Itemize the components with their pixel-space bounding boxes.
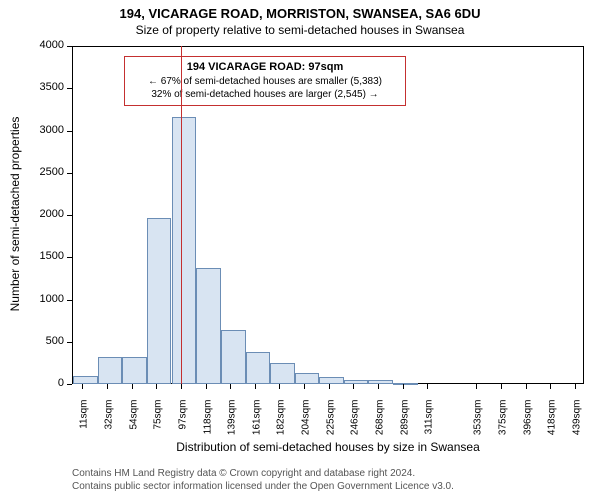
- histogram-bar: [295, 373, 320, 384]
- y-tick-label: 500: [0, 335, 64, 347]
- x-tick: [255, 384, 256, 389]
- y-tick-label: 2500: [0, 166, 64, 178]
- annotation-box: 194 VICARAGE ROAD: 97sqm ← 67% of semi-d…: [124, 56, 406, 106]
- x-tick: [427, 384, 428, 389]
- annotation-line3: 32% of semi-detached houses are larger (…: [131, 88, 399, 102]
- attribution-line2: Contains public sector information licen…: [72, 481, 454, 492]
- histogram-bar: [246, 352, 271, 384]
- attribution-line1: Contains HM Land Registry data © Crown c…: [72, 468, 415, 479]
- y-tick: [67, 173, 72, 174]
- histogram-bar: [344, 380, 369, 384]
- y-tick: [67, 46, 72, 47]
- x-tick-label: 246sqm: [350, 400, 361, 450]
- y-tick-label: 1500: [0, 250, 64, 262]
- y-tick: [67, 131, 72, 132]
- chart-title-sub: Size of property relative to semi-detach…: [0, 21, 600, 37]
- x-tick: [156, 384, 157, 389]
- y-tick: [67, 300, 72, 301]
- x-tick-label: 182sqm: [276, 400, 287, 450]
- x-tick-label: 32sqm: [103, 400, 114, 450]
- annotation-line2: ← 67% of semi-detached houses are smalle…: [131, 75, 399, 89]
- x-tick-label: 97sqm: [178, 400, 189, 450]
- marker-line: [181, 46, 182, 384]
- histogram-bar: [393, 383, 418, 385]
- x-tick-label: 118sqm: [202, 400, 213, 450]
- x-tick-label: 289sqm: [399, 400, 410, 450]
- x-tick: [329, 384, 330, 389]
- x-tick: [279, 384, 280, 389]
- y-tick: [67, 384, 72, 385]
- x-tick-label: 139sqm: [226, 400, 237, 450]
- x-tick-label: 161sqm: [251, 400, 262, 450]
- x-tick: [575, 384, 576, 389]
- y-tick-label: 3000: [0, 124, 64, 136]
- x-tick: [353, 384, 354, 389]
- x-tick: [107, 384, 108, 389]
- histogram-bar: [122, 357, 147, 384]
- x-tick: [132, 384, 133, 389]
- histogram-bar: [147, 218, 172, 384]
- x-tick: [476, 384, 477, 389]
- y-tick: [67, 215, 72, 216]
- histogram-bar: [319, 377, 344, 384]
- y-tick-label: 3500: [0, 81, 64, 93]
- y-tick: [67, 257, 72, 258]
- x-tick: [501, 384, 502, 389]
- x-tick: [82, 384, 83, 389]
- y-tick-label: 4000: [0, 39, 64, 51]
- y-tick: [67, 88, 72, 89]
- y-tick-label: 0: [0, 377, 64, 389]
- x-tick-label: 11sqm: [79, 400, 90, 450]
- x-tick-label: 225sqm: [326, 400, 337, 450]
- x-tick-label: 396sqm: [522, 400, 533, 450]
- x-tick-label: 75sqm: [152, 400, 163, 450]
- chart-title-main: 194, VICARAGE ROAD, MORRISTON, SWANSEA, …: [0, 0, 600, 21]
- histogram-bar: [196, 268, 221, 384]
- histogram-bar: [172, 117, 197, 384]
- x-tick: [304, 384, 305, 389]
- annotation-line1: 194 VICARAGE ROAD: 97sqm: [131, 60, 399, 75]
- x-tick-label: 375sqm: [497, 400, 508, 450]
- x-tick: [181, 384, 182, 389]
- x-tick-label: 439sqm: [571, 400, 582, 450]
- y-tick-label: 1000: [0, 293, 64, 305]
- x-tick: [403, 384, 404, 389]
- x-tick-label: 353sqm: [472, 400, 483, 450]
- x-tick-label: 204sqm: [301, 400, 312, 450]
- histogram-bar: [98, 357, 123, 384]
- y-tick-label: 2000: [0, 208, 64, 220]
- x-tick: [230, 384, 231, 389]
- x-tick-label: 54sqm: [128, 400, 139, 450]
- histogram-bar: [368, 380, 393, 384]
- y-tick: [67, 342, 72, 343]
- histogram-bar: [270, 363, 295, 384]
- histogram-bar: [73, 376, 98, 384]
- x-tick-label: 268sqm: [375, 400, 386, 450]
- x-tick: [526, 384, 527, 389]
- x-tick: [206, 384, 207, 389]
- x-tick: [550, 384, 551, 389]
- x-tick: [378, 384, 379, 389]
- x-tick-label: 418sqm: [546, 400, 557, 450]
- histogram-bar: [221, 330, 246, 384]
- x-tick-label: 311sqm: [424, 400, 435, 450]
